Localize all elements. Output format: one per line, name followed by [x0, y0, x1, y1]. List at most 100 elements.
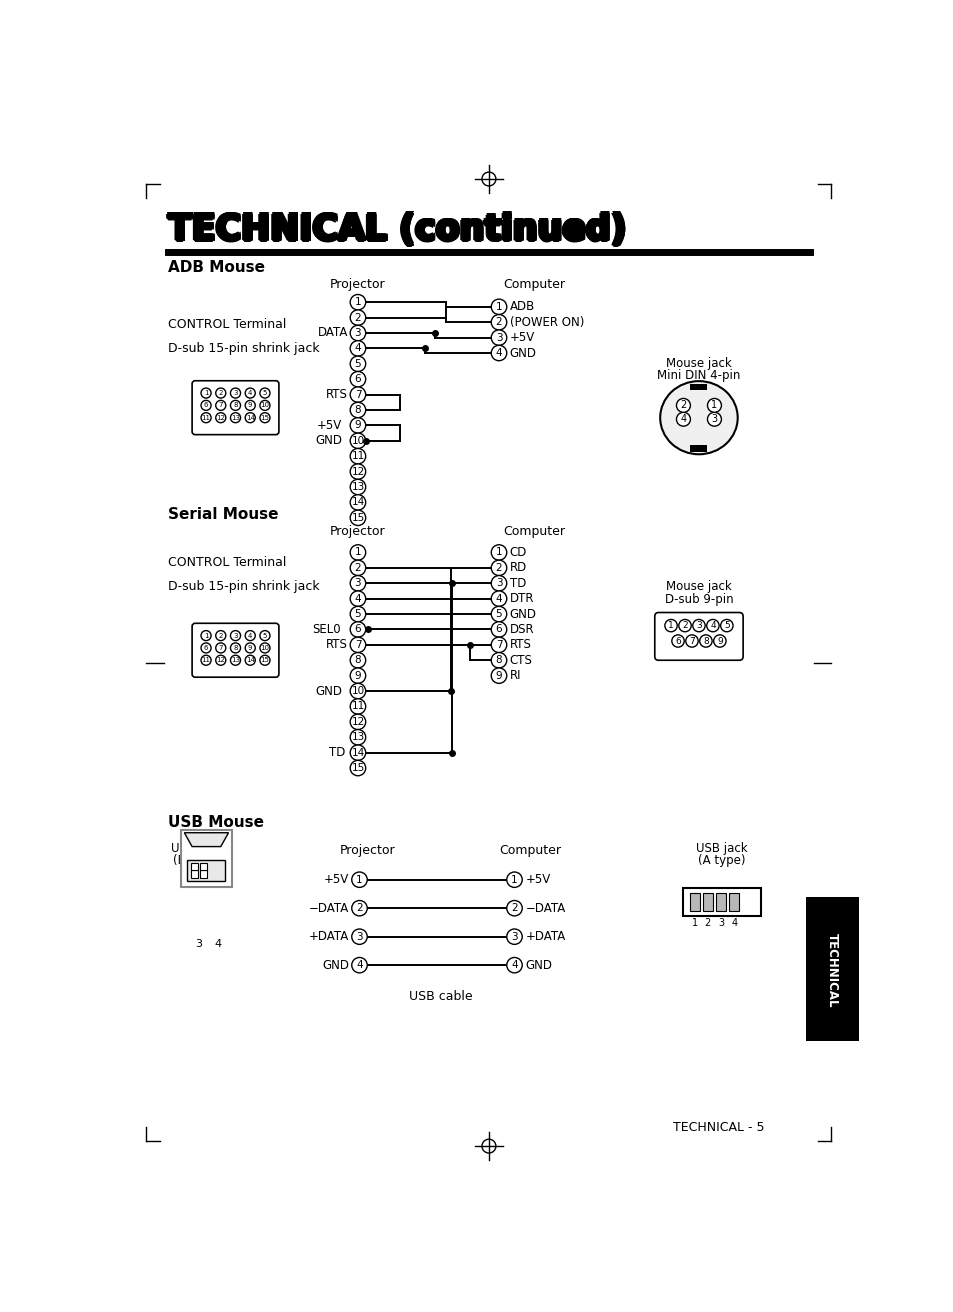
Text: 1: 1 — [214, 871, 222, 882]
Text: TECHNICAL (continued): TECHNICAL (continued) — [170, 214, 627, 248]
Text: 11: 11 — [351, 702, 364, 711]
Circle shape — [350, 622, 365, 638]
Text: GND: GND — [509, 346, 537, 359]
Text: 10: 10 — [260, 646, 269, 651]
Text: 6: 6 — [204, 646, 208, 651]
Text: TD: TD — [329, 747, 345, 760]
Text: 9: 9 — [355, 420, 361, 430]
Text: Computer: Computer — [502, 525, 564, 538]
Circle shape — [506, 900, 521, 916]
Text: (POWER ON): (POWER ON) — [509, 316, 583, 329]
Text: 2: 2 — [496, 563, 502, 573]
Text: SEL0: SEL0 — [312, 623, 340, 636]
Text: TECHNICAL (continued): TECHNICAL (continued) — [168, 213, 626, 247]
Text: 1: 1 — [496, 547, 502, 558]
Circle shape — [491, 299, 506, 315]
Text: 2: 2 — [679, 400, 686, 411]
Circle shape — [350, 729, 365, 745]
Circle shape — [245, 400, 255, 411]
Text: 7: 7 — [496, 640, 502, 649]
Circle shape — [676, 399, 690, 412]
Circle shape — [506, 872, 521, 887]
Circle shape — [707, 399, 720, 412]
Text: 6: 6 — [204, 403, 208, 408]
Text: 3: 3 — [511, 932, 517, 942]
Text: DATA: DATA — [317, 327, 348, 340]
Text: 3: 3 — [233, 390, 237, 396]
Text: +DATA: +DATA — [525, 930, 565, 943]
Circle shape — [699, 635, 711, 647]
Circle shape — [245, 413, 255, 422]
Circle shape — [215, 400, 226, 411]
Text: 4: 4 — [496, 348, 502, 358]
Circle shape — [350, 495, 365, 510]
Text: 11: 11 — [351, 451, 364, 462]
Text: 10: 10 — [351, 686, 364, 697]
Circle shape — [215, 413, 226, 422]
Text: GND: GND — [315, 685, 342, 698]
Text: −DATA: −DATA — [525, 901, 565, 914]
Circle shape — [231, 388, 240, 398]
Text: Projector: Projector — [330, 278, 385, 290]
Text: TECHNICAL (continued): TECHNICAL (continued) — [167, 214, 624, 248]
Text: Projector: Projector — [339, 845, 395, 857]
Circle shape — [491, 329, 506, 345]
Text: TECHNICAL (continued): TECHNICAL (continued) — [170, 211, 627, 245]
Circle shape — [713, 635, 725, 647]
Text: (A type): (A type) — [698, 854, 745, 867]
Circle shape — [350, 417, 365, 433]
FancyBboxPatch shape — [192, 623, 278, 677]
Text: CTS: CTS — [509, 653, 532, 666]
Text: +5V: +5V — [509, 331, 535, 344]
Text: 7: 7 — [218, 646, 223, 651]
Bar — [682, 888, 760, 916]
Text: 8: 8 — [496, 655, 502, 665]
Text: 4: 4 — [511, 960, 517, 970]
Text: 4: 4 — [709, 621, 715, 630]
Text: 5: 5 — [355, 358, 361, 369]
Circle shape — [350, 510, 365, 526]
Circle shape — [259, 413, 270, 422]
Text: 2: 2 — [355, 563, 361, 573]
Text: 2: 2 — [195, 871, 202, 882]
Text: 2: 2 — [218, 632, 223, 639]
Text: 2: 2 — [704, 918, 710, 928]
Circle shape — [350, 761, 365, 775]
Circle shape — [491, 315, 506, 329]
Circle shape — [215, 643, 226, 653]
Text: 3: 3 — [718, 918, 723, 928]
Text: 4: 4 — [730, 918, 737, 928]
Text: GND: GND — [509, 607, 537, 621]
Text: 2: 2 — [218, 390, 223, 396]
Text: RTS: RTS — [509, 639, 531, 651]
Text: D-sub 15-pin shrink jack: D-sub 15-pin shrink jack — [168, 342, 319, 356]
Text: +5V: +5V — [525, 874, 550, 886]
Circle shape — [350, 560, 365, 576]
Circle shape — [350, 387, 365, 403]
Text: 2: 2 — [355, 903, 362, 913]
Text: 9: 9 — [248, 403, 253, 408]
Circle shape — [676, 412, 690, 426]
Circle shape — [685, 635, 698, 647]
Text: +5V: +5V — [316, 419, 342, 432]
Text: 12: 12 — [216, 415, 225, 421]
Text: Computer: Computer — [502, 278, 564, 290]
Text: 15: 15 — [351, 513, 364, 522]
Circle shape — [350, 294, 365, 310]
Circle shape — [350, 606, 365, 622]
Circle shape — [215, 655, 226, 665]
Text: TECHNICAL (continued): TECHNICAL (continued) — [168, 211, 626, 245]
Polygon shape — [184, 833, 229, 846]
Circle shape — [679, 619, 691, 632]
Text: 6: 6 — [355, 374, 361, 384]
Text: RTS: RTS — [326, 388, 348, 401]
Circle shape — [245, 388, 255, 398]
Text: DSR: DSR — [509, 623, 534, 636]
Text: RI: RI — [509, 669, 520, 682]
Circle shape — [350, 745, 365, 761]
Circle shape — [350, 714, 365, 729]
Bar — [728, 892, 739, 912]
Text: 11: 11 — [201, 415, 211, 421]
Circle shape — [350, 576, 365, 590]
Text: 3: 3 — [355, 579, 361, 588]
